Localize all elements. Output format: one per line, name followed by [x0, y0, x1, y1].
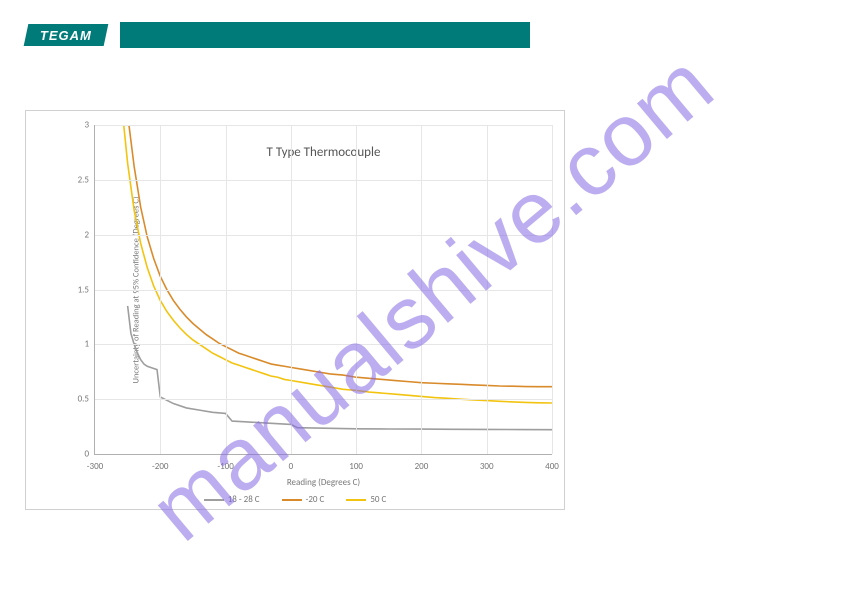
gridline-v [552, 125, 553, 454]
x-tick-label: -200 [152, 461, 168, 472]
y-tick-label: 2 [69, 229, 89, 240]
gridline-h [95, 344, 552, 345]
legend-item: 18 - 28 C [204, 494, 260, 505]
y-tick-label: 3 [69, 120, 89, 131]
plot-area: T Type Thermocouple Reading (Degrees C) … [94, 125, 552, 455]
legend-swatch [204, 499, 224, 501]
gridline-h [95, 235, 552, 236]
legend-item: -20 C [282, 494, 325, 505]
page-root: TEGAM T Type Thermocouple Reading (Degre… [0, 0, 864, 594]
gridline-h [95, 290, 552, 291]
gridline-h [95, 180, 552, 181]
legend-swatch [346, 499, 366, 501]
chart-legend: 18 - 28 C -20 C 50 C [26, 494, 564, 505]
y-tick-label: 1 [69, 339, 89, 350]
gridline-h [95, 125, 552, 126]
y-tick-label: 0 [69, 449, 89, 460]
x-tick-label: 200 [415, 461, 429, 472]
brand-logo-bg: TEGAM [24, 24, 109, 46]
chart-container: T Type Thermocouple Reading (Degrees C) … [25, 110, 565, 510]
series-line [128, 306, 552, 430]
y-tick-label: 0.5 [69, 394, 89, 405]
brand-logo: TEGAM [26, 24, 106, 46]
brand-logo-text: TEGAM [40, 28, 92, 43]
y-tick-label: 1.5 [69, 284, 89, 295]
x-tick-label: 100 [349, 461, 363, 472]
series-line [129, 125, 552, 387]
legend-item: 50 C [346, 494, 386, 505]
series-line [124, 125, 552, 403]
y-tick-label: 2.5 [69, 174, 89, 185]
x-tick-label: -300 [87, 461, 103, 472]
legend-label: -20 C [306, 494, 325, 505]
x-tick-label: 300 [480, 461, 494, 472]
header-bar [120, 22, 530, 48]
x-axis-label: Reading (Degrees C) [95, 477, 552, 488]
x-tick-label: -100 [217, 461, 233, 472]
legend-label: 18 - 28 C [228, 494, 260, 505]
legend-swatch [282, 499, 302, 501]
x-tick-label: 400 [545, 461, 559, 472]
gridline-h [95, 399, 552, 400]
x-tick-label: 0 [289, 461, 294, 472]
legend-label: 50 C [370, 494, 386, 505]
